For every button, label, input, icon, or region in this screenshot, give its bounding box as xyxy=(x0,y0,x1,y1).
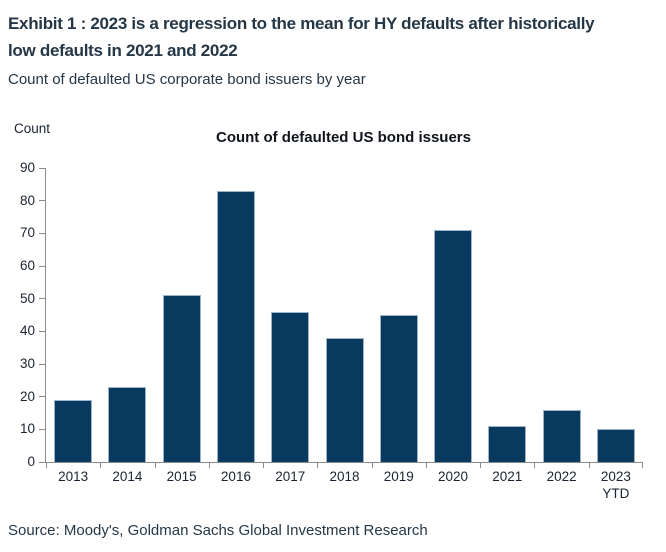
x-axis-tick-1 xyxy=(100,462,102,468)
y-axis-tick-10 xyxy=(39,428,45,430)
y-axis-tick-label-60: 60 xyxy=(19,258,35,273)
y-axis-tick-label-10: 10 xyxy=(19,421,35,437)
source-line: Source: Moody's, Goldman Sachs Global In… xyxy=(8,522,428,539)
x-axis-label-2022: 2022 xyxy=(546,469,577,484)
plot-area: 0 10 20 30 40 50 60 70 80 90 2013 2014 2015 2016 2017 2… xyxy=(20,161,643,501)
x-axis-tick-4 xyxy=(263,462,265,468)
x-axis-tick-9 xyxy=(534,462,536,468)
x-axis-label-2016: 2016 xyxy=(220,469,251,484)
x-axis-tick-3 xyxy=(208,462,210,468)
x-axis-tick-8 xyxy=(480,462,482,468)
y-axis-tick-label-70: 70 xyxy=(19,225,35,241)
chart-title: Count of defaulted US bond issuers xyxy=(215,129,471,146)
y-axis-tick-30 xyxy=(39,363,45,365)
exhibit-title-line-2: low defaults in 2021 and 2022 xyxy=(8,41,238,60)
y-axis-tick-label-50: 50 xyxy=(19,290,35,306)
x-axis-tick-5 xyxy=(317,462,319,468)
x-axis-tick-6 xyxy=(371,462,373,468)
bar-2020 xyxy=(434,230,473,462)
bar-2014 xyxy=(108,387,147,462)
exhibit-title: Exhibit 1 : 2023 is a regression to the … xyxy=(8,10,660,64)
y-axis-tick-label-0: 0 xyxy=(27,454,35,469)
bar-2022 xyxy=(542,410,581,462)
y-axis-tick-50 xyxy=(39,298,45,300)
exhibit-title-line-1: Exhibit 1 : 2023 is a regression to the … xyxy=(8,14,595,33)
bar-2018 xyxy=(325,338,364,462)
x-axis-label-2014: 2014 xyxy=(112,469,143,484)
y-axis-tick-90 xyxy=(39,167,45,169)
y-axis-tick-70 xyxy=(39,232,45,234)
y-axis-tick-0 xyxy=(39,461,45,463)
bar-2015 xyxy=(162,295,201,462)
x-axis-label-2021: 2021 xyxy=(492,469,523,484)
x-axis-tick-10 xyxy=(588,462,590,468)
x-axis-label-2019: 2019 xyxy=(383,469,414,484)
bar-2023 xyxy=(596,429,635,462)
x-axis-label-2020: 2020 xyxy=(438,469,469,484)
bar-2021 xyxy=(488,426,527,462)
y-axis-tick-label-80: 80 xyxy=(19,192,35,208)
x-axis-label-2023: 2023 YTD xyxy=(600,469,631,501)
x-axis-label-2015: 2015 xyxy=(166,469,197,484)
y-axis-tick-20 xyxy=(39,396,45,398)
y-axis-tick-label-30: 30 xyxy=(19,356,35,371)
y-axis-tick-label-40: 40 xyxy=(19,323,35,339)
bar-2019 xyxy=(379,315,418,462)
bar-2017 xyxy=(271,312,310,462)
x-axis-label-2017: 2017 xyxy=(275,469,306,484)
y-axis-tick-40 xyxy=(39,330,45,332)
y-axis-tick-80 xyxy=(39,200,45,202)
x-axis-label-2018: 2018 xyxy=(329,469,360,484)
x-axis-tick-2 xyxy=(154,462,156,468)
y-axis-tick-label-20: 20 xyxy=(19,388,35,404)
x-axis-tick-11 xyxy=(642,462,643,468)
y-axis-unit-label: Count xyxy=(14,121,51,136)
bar-2016 xyxy=(216,191,255,462)
x-axis-tick-0 xyxy=(46,462,47,468)
y-axis-tick-60 xyxy=(39,265,45,267)
y-axis-tick-label-90: 90 xyxy=(19,160,35,175)
bar-2013 xyxy=(54,400,93,462)
x-axis-label-2013: 2013 xyxy=(58,469,89,484)
x-axis-tick-7 xyxy=(425,462,427,468)
exhibit-subtitle: Count of defaulted US corporate bond iss… xyxy=(8,71,366,88)
